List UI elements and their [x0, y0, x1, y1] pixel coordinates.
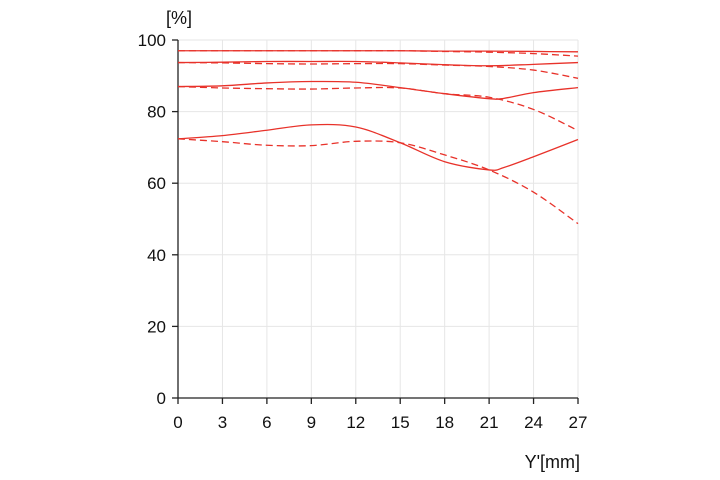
y-tick-label: 60 — [147, 174, 166, 193]
x-tick-label: 0 — [173, 413, 182, 432]
x-tick-label: 24 — [524, 413, 543, 432]
x-tick-label: 3 — [218, 413, 227, 432]
y-tick-label: 100 — [138, 31, 166, 50]
series-line-meridional-7 — [177, 138, 579, 225]
series-line-meridional-3 — [177, 61, 579, 79]
x-tick-label: 18 — [435, 413, 454, 432]
series-lines — [177, 50, 579, 225]
series-line-sagittal-6 — [177, 123, 579, 171]
x-tick-label: 21 — [480, 413, 499, 432]
x-tick-label: 9 — [307, 413, 316, 432]
x-axis-label: Y'[mm] — [525, 452, 580, 472]
y-tick-label: 20 — [147, 317, 166, 336]
y-axis-label: [%] — [166, 8, 192, 28]
x-tick-label: 27 — [569, 413, 588, 432]
y-tick-label: 40 — [147, 246, 166, 265]
series-line-meridional-1 — [178, 50, 579, 57]
series-line-meridional-5 — [177, 85, 579, 132]
x-tick-labels: 0 3 6 9 12 15 18 21 24 27 — [173, 398, 587, 432]
x-tick-label: 6 — [262, 413, 271, 432]
y-tick-label: 0 — [157, 389, 166, 408]
y-tick-label: 80 — [147, 103, 166, 122]
y-tick-labels: 0 20 40 60 80 100 — [138, 31, 178, 408]
x-tick-label: 15 — [391, 413, 410, 432]
x-tick-label: 12 — [346, 413, 365, 432]
series-line-sagittal-2 — [177, 60, 579, 67]
axes — [177, 40, 578, 399]
grid-lines — [178, 39, 579, 398]
series-line-sagittal-4 — [177, 80, 579, 100]
